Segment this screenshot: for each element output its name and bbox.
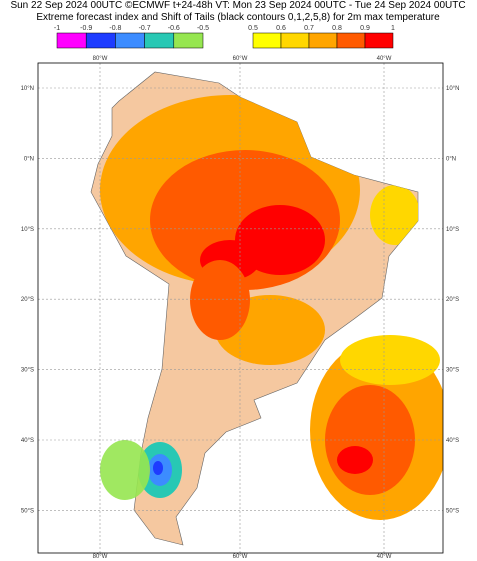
ocean-extreme-area: [337, 446, 373, 474]
lat-label-left: 0°N: [24, 156, 34, 162]
colorbar-label: 0.9: [360, 25, 370, 32]
colorbar-swatch: [85, 32, 116, 49]
lat-label-right: 10°N: [446, 86, 459, 92]
lat-label-left: 20°S: [21, 297, 34, 303]
lon-label-top: 60°W: [233, 56, 248, 62]
colorbar-label: 0.8: [332, 25, 342, 32]
colorbar-label: -1: [54, 25, 60, 32]
land-mild-area: [370, 185, 418, 245]
lat-label-left: 40°S: [21, 438, 34, 444]
lat-label-left: 10°S: [21, 227, 34, 233]
lat-label-left: 30°S: [21, 368, 34, 374]
colorbar-label: 0.5: [248, 25, 258, 32]
colorbar-swatch: [308, 32, 338, 49]
lon-label-top: 40°W: [377, 56, 392, 62]
map-frame: [37, 62, 444, 554]
colorbar-swatch: [252, 32, 282, 49]
lon-label-bottom: 80°W: [93, 554, 108, 560]
lat-label-left: 10°N: [21, 86, 34, 92]
colorbars: -1 -0.9 -0.8 -0.7 -0.6 -0.5 0.5 0.6 0.7 0.8 0.9 1: [54, 25, 395, 49]
colorbar-label: -0.9: [80, 25, 92, 32]
colorbar-label: 0.7: [304, 25, 314, 32]
colorbar-swatch: [56, 32, 87, 49]
ocean-anomaly: [310, 335, 443, 520]
colorbar-swatch: [364, 32, 394, 49]
title-line-2: Extreme forecast index and Shift of Tail…: [36, 12, 440, 23]
land-anomaly: [100, 95, 418, 498]
lat-label-right: 20°S: [446, 297, 459, 303]
land-coldest-area: [153, 461, 163, 475]
colorbar-label: -0.5: [197, 25, 209, 32]
colorbar-swatch: [173, 32, 204, 49]
lat-label-right: 0°N: [446, 156, 456, 162]
lat-label-right: 10°S: [446, 227, 459, 233]
colorbar-label: -0.6: [168, 25, 180, 32]
graticule-labels: 80°W 80°W 60°W 60°W 40°W 40°W 10°N 10°N 0°N 0°N 10…: [21, 56, 460, 560]
title-line-1: Sun 22 Sep 2024 00UTC ©ECMWF t+24-48h VT…: [10, 0, 465, 11]
colorbar-swatch: [115, 32, 145, 49]
lat-label-left: 50°S: [21, 508, 34, 514]
lat-label-right: 50°S: [446, 508, 459, 514]
lat-label-right: 30°S: [446, 368, 459, 374]
colorbar-label: -0.8: [109, 25, 121, 32]
lon-label-bottom: 60°W: [233, 554, 248, 560]
colorbar-label: 0.6: [276, 25, 286, 32]
colorbar-label: -0.7: [139, 25, 151, 32]
graticule: [38, 63, 443, 553]
ocean-cold-area: [100, 440, 150, 500]
lon-label-bottom: 40°W: [377, 554, 392, 560]
lat-label-right: 40°S: [446, 438, 459, 444]
lon-label-top: 80°W: [93, 56, 108, 62]
colorbar-swatch: [280, 32, 310, 49]
colorbar-swatch: [144, 32, 175, 49]
land-hot-area-2: [190, 260, 250, 340]
map-area: [38, 63, 443, 553]
ocean-mild-area: [340, 335, 440, 385]
colorbar-label: 1: [391, 25, 395, 32]
colorbar-swatch: [336, 32, 366, 49]
